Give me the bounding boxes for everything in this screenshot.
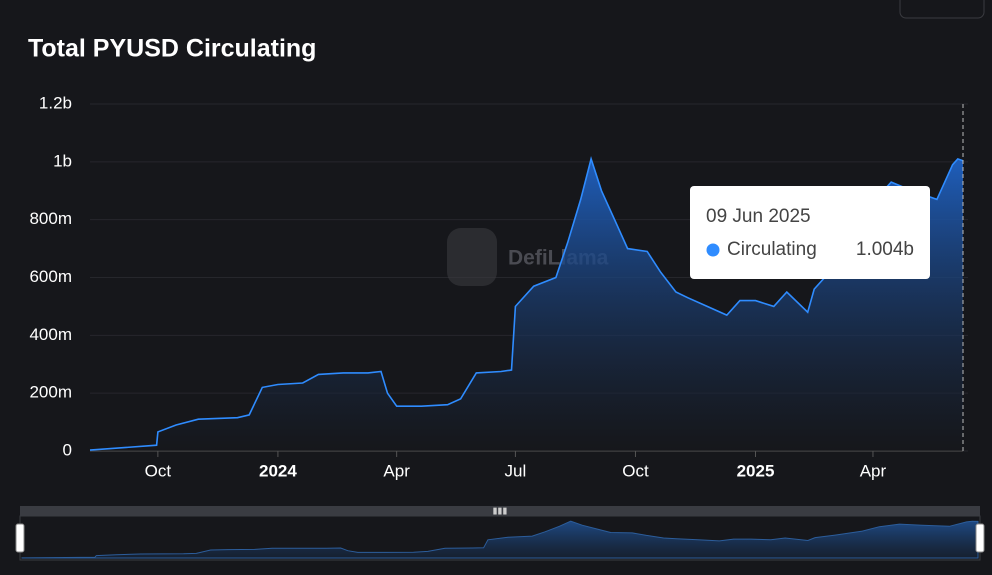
brush-grip[interactable]: ▮▮▮ — [493, 505, 508, 515]
tooltip-dot — [706, 243, 720, 257]
mini-area — [21, 520, 979, 559]
tooltip-date: 09 Jun 2025 — [706, 206, 811, 227]
y-tick-label: 600m — [29, 267, 72, 286]
watermark-logo — [447, 228, 497, 286]
tooltip-value: 1.004b — [856, 239, 914, 260]
tooltip-box — [690, 186, 930, 279]
x-tick-label: Apr — [860, 461, 887, 480]
plot-area: 0 200m 400m 600m 800m 1b 1.2b Oct 2024 Apr Jul Oct 2… — [29, 93, 968, 480]
x-tick-label: Jul — [505, 461, 527, 480]
x-tick-label: Oct — [145, 461, 172, 480]
area-fill — [90, 158, 963, 451]
brush-bar[interactable] — [20, 506, 980, 516]
y-tick-label: 800m — [29, 209, 72, 228]
x-tick-label: 2024 — [259, 461, 297, 480]
x-tick-label: Oct — [622, 461, 649, 480]
y-tick-label: 1b — [53, 151, 72, 170]
range-brush[interactable]: ▮▮▮ — [15, 505, 985, 561]
y-tick-label: 200m — [29, 383, 72, 402]
y-tick-label: 1.2b — [39, 93, 72, 112]
x-tick-label: 2025 — [737, 461, 775, 480]
currency-button[interactable] — [899, 0, 985, 19]
x-tick-label: Apr — [383, 461, 410, 480]
tooltip-series: Circulating — [727, 239, 817, 260]
y-tick-label: 0 — [63, 440, 72, 459]
tooltip: 09 Jun 2025 Circulating 1.004b — [690, 186, 930, 279]
y-tick-label: 400m — [29, 325, 72, 344]
brush-handle[interactable] — [15, 523, 25, 553]
chart-title: Total PYUSD Circulating — [28, 35, 316, 63]
brush-handle[interactable] — [975, 523, 985, 553]
